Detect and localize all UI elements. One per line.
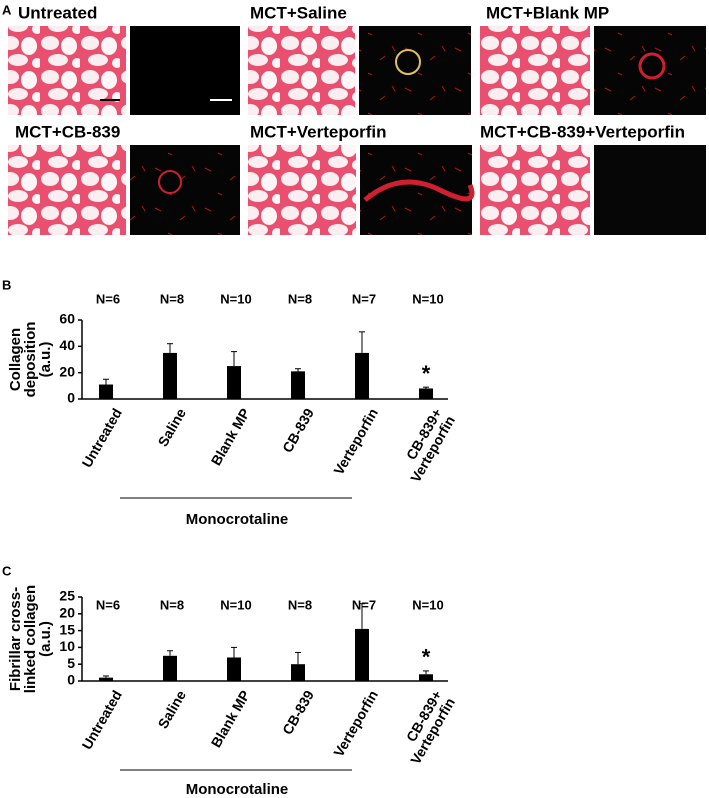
sample-size: N=8	[160, 597, 184, 612]
bar	[419, 388, 433, 399]
panel-title: Untreated	[18, 3, 97, 22]
group-label: Monocrotaline	[186, 511, 289, 528]
histology-image	[248, 145, 356, 235]
fluorescence-signal	[363, 179, 475, 202]
y-tick-label: 15	[59, 621, 75, 637]
bar	[163, 352, 177, 399]
group-label: Monocrotaline	[186, 781, 289, 798]
bar	[291, 664, 305, 681]
sample-size: N=8	[288, 597, 312, 612]
fluorescence-signal	[158, 170, 182, 194]
histology-image	[8, 26, 126, 115]
histology-image	[480, 26, 590, 115]
panel-title: MCT+Verteporfin	[250, 122, 387, 141]
y-tick-label: 40	[59, 337, 75, 353]
y-tick-label: 60	[59, 311, 75, 327]
bar	[163, 655, 177, 681]
fluorescence-signal	[638, 52, 666, 80]
sample-size: N=8	[288, 291, 312, 306]
bar	[99, 677, 113, 681]
y-tick-label: 10	[59, 638, 75, 654]
bar	[355, 352, 369, 399]
y-tick-label: 20	[59, 605, 75, 621]
panel-label: C	[2, 563, 12, 578]
sample-size: N=6	[96, 291, 120, 306]
sample-size: N=10	[220, 291, 251, 306]
histology-image	[480, 145, 590, 235]
fluorescence-image	[130, 145, 240, 235]
fluorescence-image	[594, 145, 706, 235]
bar	[355, 628, 369, 681]
sample-size: N=7	[352, 291, 376, 306]
panel-title: MCT+Blank MP	[486, 3, 609, 22]
y-tick-label: 0	[67, 390, 75, 406]
fluorescence-image	[594, 26, 706, 115]
sample-size: N=8	[160, 291, 184, 306]
sample-size: N=10	[220, 597, 251, 612]
panel-title: MCT+CB-839	[15, 122, 120, 141]
histology-image	[8, 145, 126, 235]
y-axis-label: linked collagen	[22, 585, 39, 693]
image-row	[8, 26, 706, 235]
y-tick-label: 5	[67, 655, 75, 671]
y-tick-label: 20	[59, 363, 75, 379]
bar	[227, 657, 241, 681]
bar	[227, 366, 241, 399]
bar	[99, 384, 113, 399]
y-axis-label: Collagen	[7, 328, 24, 391]
fluorescence-image	[130, 26, 240, 115]
sample-size: N=10	[412, 597, 443, 612]
sample-size: N=6	[96, 597, 120, 612]
y-tick-label: 0	[67, 672, 75, 688]
histology-image	[248, 26, 355, 115]
sample-size: N=10	[412, 291, 443, 306]
bar	[419, 674, 433, 681]
panel-title: MCT+CB-839+Verteporfin	[480, 122, 685, 141]
panel-label: A	[2, 2, 12, 17]
y-axis-label: (a.u.)	[37, 621, 54, 657]
y-axis-label: (a.u.)	[37, 342, 54, 378]
panel-title: MCT+Saline	[250, 3, 347, 22]
significance-marker: *	[422, 361, 431, 386]
sample-size: N=7	[352, 597, 376, 612]
significance-marker: *	[422, 645, 431, 670]
y-axis-label: deposition	[22, 322, 39, 398]
y-axis-label: Fibrillar cross-	[7, 587, 24, 691]
bar	[291, 371, 305, 399]
panel-label: B	[2, 277, 11, 292]
fluorescence-signal	[395, 49, 421, 75]
y-tick-label: 25	[59, 588, 75, 604]
